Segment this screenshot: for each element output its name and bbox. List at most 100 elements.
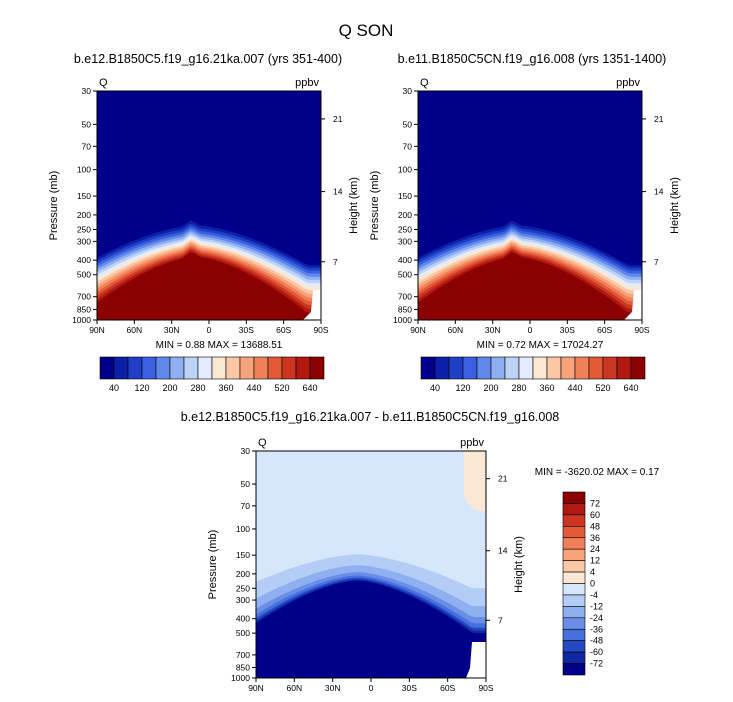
- panel-left-colorbar-swatch: [309, 356, 325, 380]
- diff-y-tick-label: 100: [236, 524, 250, 534]
- diff-colorbar-tick: -72: [590, 659, 603, 669]
- diff-colorbar-tick: -24: [590, 613, 603, 623]
- panel-left-colorbar-swatch: [267, 356, 283, 380]
- diff-colorbar-tick: -4: [590, 590, 598, 600]
- diff-colorbar-tick: 4: [590, 567, 595, 577]
- panel-right-colorbar-swatch: [434, 356, 450, 380]
- panel-right-ylabel-right: Height (km): [669, 177, 681, 234]
- diff-y-tick-label: 250: [236, 583, 250, 593]
- panel-left-y-tick-label: 500: [77, 270, 91, 280]
- panel-right-y-tick-label: 200: [398, 210, 412, 220]
- diff-colorbar-tick: 0: [590, 579, 595, 589]
- panel-left-colorbar-swatch: [169, 356, 185, 380]
- diff-x-tick-label: 90S: [478, 683, 493, 693]
- panel-left-colorbar-tick: 360: [218, 383, 233, 393]
- panel-right-x-tick-label: 90N: [410, 325, 426, 335]
- panel-left-x-tick-label: 30S: [239, 325, 254, 335]
- panel-diff-title: b.e12.B1850C5.f19_g16.21ka.007 - b.e11.B…: [181, 410, 560, 424]
- diff-units-label: ppbv: [460, 437, 484, 449]
- diff-colorbar-swatch: [562, 560, 586, 573]
- panel-right-colorbar-swatch: [420, 356, 436, 380]
- diff-colorbar-swatch: [562, 537, 586, 550]
- panel-left-units-label: ppbv: [295, 77, 319, 89]
- panel-right-colorbar-swatch: [630, 356, 646, 380]
- diff-y-tick-label: 850: [236, 662, 250, 672]
- panel-right-colorbar-tick: 640: [623, 383, 638, 393]
- panel-right-y-tick-label: 400: [398, 255, 412, 265]
- panel-left-y-tick-label: 200: [77, 210, 91, 220]
- diff-height-tick-label: 7: [498, 615, 503, 625]
- panel-left-y-tick-label: 70: [82, 141, 92, 151]
- panel-right: b.e11.B1850C5CN.f19_g16.008 (yrs 1351-14…: [369, 52, 681, 393]
- panel-left-y-tick-label: 700: [77, 292, 91, 302]
- diff-colorbar-tick: 72: [590, 498, 600, 508]
- panel-left-colorbar-swatch: [281, 356, 297, 380]
- figure-title: Q SON: [339, 21, 394, 40]
- panel-right-colorbar-swatch: [504, 356, 520, 380]
- panel-right-x-tick-label: 30N: [485, 325, 501, 335]
- panel-right-min-max: MIN = 0.72 MAX = 17024.27: [477, 340, 604, 351]
- panel-left-colorbar-tick: 440: [246, 383, 261, 393]
- diff-y-tick-label: 300: [236, 595, 250, 605]
- diff-y-tick-label: 30: [241, 446, 251, 456]
- panel-right-x-tick-label: 60S: [597, 325, 612, 335]
- panel-right-colorbar-tick: 520: [595, 383, 610, 393]
- panel-right-y-tick-label: 850: [398, 304, 412, 314]
- panel-right-y-tick-label: 100: [398, 165, 412, 175]
- diff-y-tick-label: 500: [236, 628, 250, 638]
- diff-y-tick-label: 700: [236, 650, 250, 660]
- panel-right-y-tick-label: 30: [403, 86, 413, 96]
- panel-left-x-tick-label: 30N: [164, 325, 180, 335]
- panel-left-title: b.e12.B1850C5.f19_g16.21ka.007 (yrs 351-…: [74, 52, 342, 66]
- panel-right-y-tick-label: 150: [398, 191, 412, 201]
- panel-left-ylabel-right: Height (km): [348, 177, 360, 234]
- diff-colorbar-swatch: [562, 571, 586, 584]
- panel-left-colorbar-tick: 200: [162, 383, 177, 393]
- diff-colorbar-swatch: [562, 594, 586, 607]
- panel-right-colorbar-swatch: [574, 356, 590, 380]
- panel-right-height-tick-label: 14: [654, 187, 664, 197]
- diff-positive-region: [463, 451, 486, 512]
- panel-left-height-tick-label: 7: [333, 257, 338, 267]
- panel-right-y-tick-label: 50: [403, 119, 413, 129]
- panel-right-y-tick-label: 1000: [393, 315, 412, 325]
- diff-ylabel-right: Height (km): [513, 536, 525, 593]
- panel-left-height-tick-label: 21: [333, 114, 343, 124]
- panel-right-contour-band: [418, 252, 642, 320]
- panel-right-colorbar-swatch: [602, 356, 618, 380]
- panel-left-x-tick-label: 90N: [89, 325, 105, 335]
- diff-min-max: MIN = -3620.02 MAX = 0.17: [535, 467, 660, 478]
- panel-right-colorbar-swatch: [616, 356, 632, 380]
- panel-right-colorbar-swatch: [588, 356, 604, 380]
- diff-y-tick-label: 150: [236, 550, 250, 560]
- panel-left-ylabel: Pressure (mb): [48, 171, 60, 241]
- panel-left-y-tick-label: 850: [77, 304, 91, 314]
- diff-colorbar-swatch: [562, 526, 586, 539]
- diff-y-tick-label: 400: [236, 614, 250, 624]
- panel-left-colorbar-swatch: [155, 356, 171, 380]
- panel-right-x-tick-label: 60N: [448, 325, 464, 335]
- panel-right-ylabel: Pressure (mb): [369, 171, 381, 241]
- panel-right-colorbar-tick: 360: [539, 383, 554, 393]
- panel-left-missing-data: [303, 290, 321, 320]
- diff-y-tick-label: 1000: [231, 673, 250, 683]
- panel-right-x-tick-label: 90S: [634, 325, 649, 335]
- panel-left-x-tick-label: 0: [207, 325, 212, 335]
- diff-contour-band: [256, 580, 486, 678]
- panel-right-colorbar-tick: 200: [483, 383, 498, 393]
- panel-right-colorbar-swatch: [546, 356, 562, 380]
- panel-right-colorbar-swatch: [462, 356, 478, 380]
- panel-left: b.e12.B1850C5.f19_g16.21ka.007 (yrs 351-…: [48, 52, 360, 393]
- panel-right-missing-data: [624, 290, 642, 320]
- panel-right-colorbar-tick: 440: [567, 383, 582, 393]
- diff-y-tick-label: 50: [241, 479, 251, 489]
- panel-right-colorbar-swatch: [476, 356, 492, 380]
- panel-left-height-tick-label: 14: [333, 187, 343, 197]
- diff-colorbar-tick: 60: [590, 510, 600, 520]
- panel-left-colorbar-swatch: [113, 356, 129, 380]
- diff-colorbar-tick: 48: [590, 521, 600, 531]
- diff-x-tick-label: 60S: [440, 683, 455, 693]
- panel-right-height-tick-label: 7: [654, 257, 659, 267]
- diff-height-tick-label: 21: [498, 474, 508, 484]
